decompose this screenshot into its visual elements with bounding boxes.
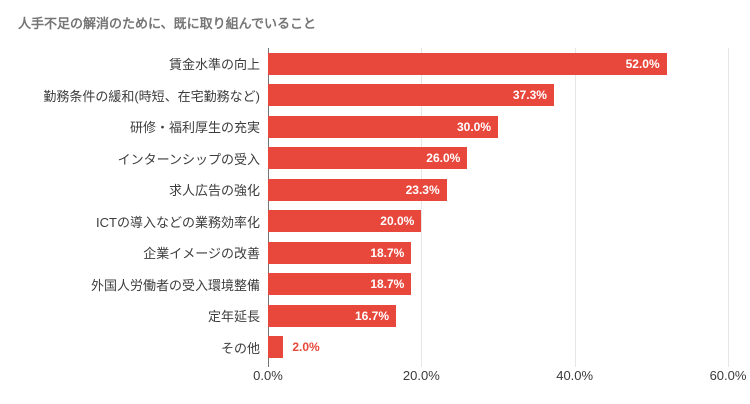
chart-title: 人手不足の解消のために、既に取り組んでいること [18,16,316,31]
x-tick-mark [728,363,729,367]
value-label: 23.3% [405,182,440,197]
bar-track: 52.0% [268,52,728,75]
gridline [728,48,729,363]
bar[interactable] [268,336,284,359]
value-label: 18.7% [370,277,405,292]
category-label: 研修・福利厚生の充実 [129,120,260,136]
bar-track: 30.0% [268,115,728,138]
value-label: 26.0% [426,151,461,166]
bar[interactable]: 26.0% [268,147,468,170]
bar[interactable]: 30.0% [268,115,498,138]
gridline [574,48,576,363]
category-label: 企業イメージの改善 [143,246,260,262]
value-label: 52.0% [625,56,660,71]
bar[interactable]: 52.0% [268,52,667,75]
bar-track: 18.7% [268,273,728,296]
x-tick-mark [268,363,269,367]
bar[interactable]: 18.7% [268,241,412,264]
bar-row: ICTの導入などの業務効率化 20.0% [0,206,728,238]
value-label: 2.0% [292,340,320,355]
bar-row: インターンシップの受入 26.0% [0,143,728,175]
axis-baseline [268,48,269,363]
x-tick-mark [574,363,576,367]
bar-track: 26.0% [268,147,728,170]
bar-track: 20.0% [268,210,728,233]
bar-track: 37.3% [268,84,728,107]
bar[interactable]: 20.0% [268,210,422,233]
bar-row: 求人広告の強化 23.3% [0,174,728,206]
category-label: 求人広告の強化 [168,183,260,199]
bar-row: 勤務条件の緩和(時短、在宅勤務など) 37.3% [0,80,728,112]
bar-row: 研修・福利厚生の充実 30.0% [0,111,728,143]
bar[interactable]: 16.7% [268,304,397,327]
bar-row: 外国人労働者の受入環境整備 18.7% [0,269,728,301]
gridline [421,48,423,363]
value-label: 30.0% [456,119,491,134]
bar-track: 16.7% [268,304,728,327]
bar-row: その他 2.0% [0,332,728,364]
bar[interactable]: 23.3% [268,178,447,201]
bar-track: 23.3% [268,178,728,201]
x-tick-mark [421,363,423,367]
category-label: その他 [220,340,260,356]
value-label: 16.7% [355,308,390,323]
category-label: 定年延長 [207,309,260,325]
bar-track: 18.7% [268,241,728,264]
bar[interactable]: 37.3% [268,84,554,107]
x-tick-label: 60.0% [709,368,747,383]
bar-row: 定年延長 16.7% [0,300,728,332]
x-tick-label: 40.0% [556,368,594,383]
bar-row: 企業イメージの改善 18.7% [0,237,728,269]
category-label: インターンシップの受入 [117,151,260,167]
x-tick-label: 20.0% [402,368,440,383]
category-label: 外国人労働者の受入環境整備 [90,277,260,293]
bar-track: 2.0% [268,336,728,359]
value-label: 37.3% [512,88,547,103]
category-label: 勤務条件の緩和(時短、在宅勤務など) [43,88,260,104]
category-label: 賃金水準の向上 [168,57,260,73]
bar-row: 賃金水準の向上 52.0% [0,48,728,80]
x-tick-label: 0.0% [253,368,283,383]
value-label: 20.0% [380,214,415,229]
category-label: ICTの導入などの業務効率化 [96,214,260,230]
x-axis: 0.0% 20.0% 40.0% 60.0% [253,368,746,386]
grid-layer [268,48,729,367]
bar[interactable]: 18.7% [268,273,412,296]
bar-rows: 賃金水準の向上 52.0% 勤務条件の緩和(時短、在宅勤務など) 37.3% 研修・福利… [0,48,728,363]
value-label: 18.7% [370,245,405,260]
